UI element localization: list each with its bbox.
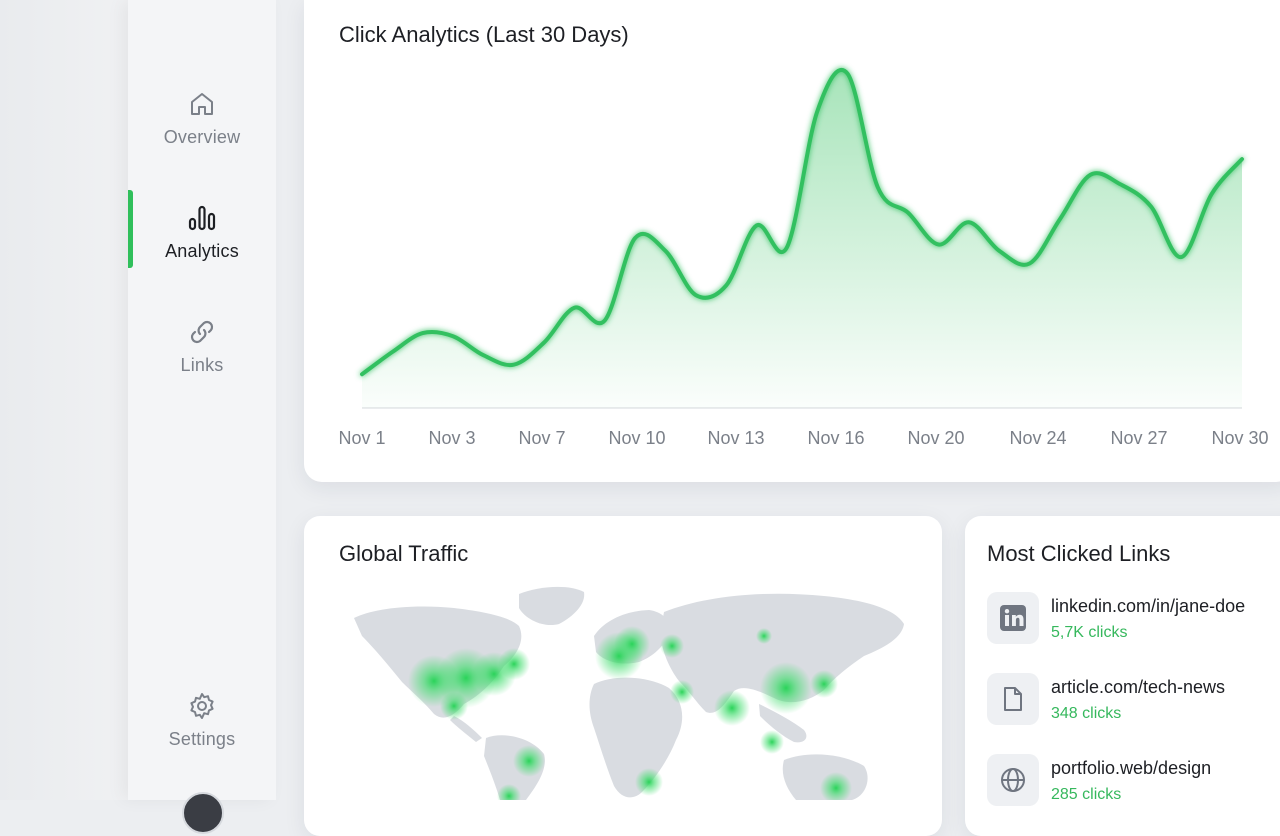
x-tick: Nov 3 xyxy=(428,428,476,448)
link-url: portfolio.web/design xyxy=(1051,758,1212,778)
link-clicks: 285 clicks xyxy=(1051,786,1122,803)
link-url: linkedin.com/in/jane-doe xyxy=(1051,596,1246,616)
link-clicks: 5,7K clicks xyxy=(1051,624,1128,641)
chart-line xyxy=(360,68,1244,377)
most-clicked-links-card: Most Clicked Links linkedin.com/in/jane-… xyxy=(965,516,1280,836)
nav-item-settings[interactable]: Settings xyxy=(128,680,276,760)
link-item[interactable]: portfolio.web/design 285 clicks xyxy=(987,754,1280,814)
links-title: Most Clicked Links xyxy=(987,541,1171,566)
home-icon xyxy=(187,89,217,119)
world-map xyxy=(354,586,904,800)
nav-label: Links xyxy=(180,354,224,375)
x-tick: Nov 24 xyxy=(1009,428,1067,448)
chart-area xyxy=(362,69,1242,408)
link-clicks: 348 clicks xyxy=(1051,705,1122,722)
nav-label: Analytics xyxy=(165,240,239,261)
nav-label: Settings xyxy=(168,728,236,749)
x-tick: Nov 27 xyxy=(1110,428,1168,448)
x-tick: Nov 16 xyxy=(807,428,865,448)
x-tick: Nov 30 xyxy=(1211,428,1269,448)
x-tick: Nov 10 xyxy=(608,428,666,448)
nav-item-links[interactable]: Links xyxy=(128,306,276,386)
background-panel xyxy=(0,0,128,800)
x-tick: Nov 7 xyxy=(518,428,566,448)
x-tick: Nov 13 xyxy=(707,428,765,448)
sidebar: Overview Analytics Links Setting xyxy=(128,0,276,800)
traffic-title: Global Traffic xyxy=(339,541,469,566)
link-item[interactable]: article.com/tech-news 348 clicks xyxy=(987,673,1280,733)
globe-icon xyxy=(987,754,1039,806)
traffic-hotspots xyxy=(408,626,852,800)
link-icon xyxy=(187,317,217,347)
click-analytics-chart xyxy=(360,68,1244,409)
linkedin-icon xyxy=(987,592,1039,644)
gear-icon xyxy=(187,691,217,721)
document-icon xyxy=(987,673,1039,725)
link-item[interactable]: linkedin.com/in/jane-doe 5,7K clicks xyxy=(987,592,1280,652)
x-tick: Nov 20 xyxy=(907,428,965,448)
active-indicator xyxy=(128,190,133,268)
global-traffic-card: Global Traffic xyxy=(304,516,942,836)
nav-item-overview[interactable]: Overview xyxy=(128,78,276,158)
link-url: article.com/tech-news xyxy=(1051,677,1226,697)
x-tick: Nov 1 xyxy=(338,428,386,448)
chart-title: Click Analytics (Last 30 Days) xyxy=(339,22,629,47)
avatar[interactable] xyxy=(182,792,224,834)
nav-label: Overview xyxy=(163,126,241,147)
nav-item-analytics[interactable]: Analytics xyxy=(128,192,276,272)
bar-chart-icon xyxy=(187,203,217,233)
click-analytics-card: Click Analytics (Last 30 Days) Nov 1 Nov… xyxy=(304,0,1280,482)
